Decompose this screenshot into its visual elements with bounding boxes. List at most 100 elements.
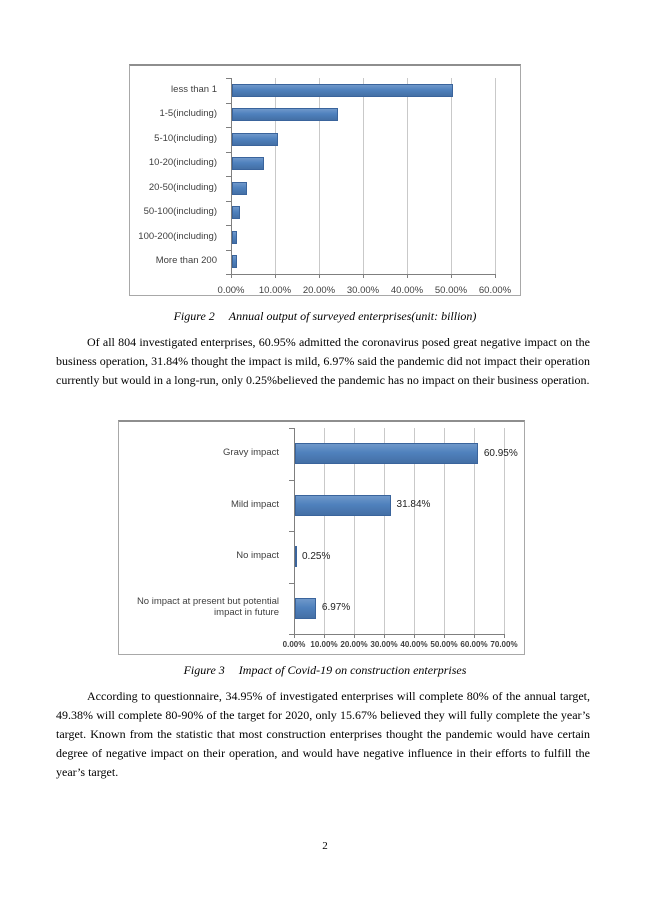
x-axis-tick — [444, 634, 445, 638]
category-axis-tick — [289, 531, 294, 532]
category-axis-tick — [226, 200, 231, 202]
x-axis-tick — [474, 634, 475, 638]
x-axis-tick — [275, 274, 276, 278]
x-axis-tick — [451, 274, 452, 278]
x-axis-tick — [495, 274, 496, 278]
category-axis-tick — [226, 225, 231, 226]
figure3-caption: Figure 3 Impact of Covid-19 on constructi… — [0, 663, 650, 678]
x-axis-tick — [231, 274, 232, 278]
bar — [232, 157, 265, 171]
gridline — [504, 428, 505, 634]
x-tick-label: 70.00% — [490, 640, 518, 649]
category-axis-tick — [226, 249, 231, 251]
x-axis-tick — [354, 634, 355, 638]
x-tick-label: 60.00% — [478, 285, 512, 296]
x-tick-label: 50.00% — [434, 285, 468, 296]
bar — [232, 230, 237, 244]
category-axis-tick — [226, 274, 231, 275]
category-axis-tick — [289, 582, 294, 584]
paragraph-1: Of all 804 investigated enterprises, 60.… — [56, 335, 590, 387]
x-tick-label: 20.00% — [340, 640, 368, 649]
x-tick-label: 0.00% — [282, 640, 306, 649]
x-tick-label: 10.00% — [258, 285, 292, 296]
bar — [295, 494, 391, 516]
bar — [232, 132, 278, 146]
bar-value-label: 0.25% — [302, 550, 331, 562]
gridline — [354, 428, 355, 634]
category-axis-tick — [289, 428, 294, 429]
category-label: less than 1 — [171, 83, 217, 95]
category-label: 5-10(including) — [154, 132, 217, 144]
x-axis-tick — [504, 634, 505, 638]
x-tick-label: 20.00% — [302, 285, 336, 296]
gridline — [451, 78, 452, 274]
x-tick-label: 40.00% — [390, 285, 424, 296]
x-axis-tick — [384, 634, 385, 638]
value-axis-line — [294, 428, 295, 634]
x-axis-tick — [319, 274, 320, 278]
gridline — [363, 78, 364, 274]
category-label: More than 200 — [155, 255, 217, 267]
x-axis-tick — [294, 634, 295, 638]
x-axis-tick — [414, 634, 415, 638]
x-axis-tick — [363, 274, 364, 278]
page-number: 2 — [322, 840, 328, 852]
category-label: 20-50(including) — [148, 181, 217, 193]
category-axis-tick — [226, 127, 231, 128]
x-tick-label: 0.00% — [217, 285, 245, 296]
category-axis-tick — [289, 479, 294, 481]
category-label: 10-20(including) — [148, 157, 217, 169]
category-axis-tick — [226, 176, 231, 177]
bar — [232, 83, 453, 97]
bar — [295, 443, 478, 465]
category-label: 50-100(including) — [143, 206, 217, 218]
category-axis-tick — [226, 102, 231, 104]
figure3-caption-text: Impact of Covid-19 on construction enter… — [238, 663, 467, 677]
x-tick-label: 30.00% — [346, 285, 380, 296]
x-tick-label: 10.00% — [310, 640, 338, 649]
figure2-caption-label: Figure 2 — [173, 309, 215, 323]
bar-value-label: 31.84% — [396, 499, 431, 511]
figure2-bar-chart: less than 1 1-5(including) 5-10(including)… — [129, 64, 521, 296]
bar-value-label: 60.95% — [483, 447, 518, 459]
bar — [232, 181, 247, 195]
category-label: Mild impact — [230, 498, 279, 510]
x-tick-label: 50.00% — [430, 640, 458, 649]
x-tick-label: 40.00% — [400, 640, 428, 649]
x-axis-tick — [407, 274, 408, 278]
category-label: 1-5(including) — [159, 108, 217, 120]
gridline — [474, 428, 475, 634]
bar — [295, 597, 316, 619]
gridline — [444, 428, 445, 634]
category-label: No impact at present but potential impac… — [136, 596, 279, 619]
category-axis-tick — [226, 151, 231, 153]
category-label: Gravy impact — [223, 447, 279, 459]
x-tick-label: 30.00% — [370, 640, 398, 649]
category-axis-line — [294, 634, 504, 635]
category-axis-tick — [289, 634, 294, 635]
gridline — [384, 428, 385, 634]
value-axis-line — [231, 78, 232, 274]
bar — [295, 546, 297, 568]
gridline — [495, 78, 496, 274]
gridline — [414, 428, 415, 634]
category-axis-tick — [226, 78, 231, 79]
x-axis-tick — [324, 634, 325, 638]
category-label: No impact — [236, 550, 279, 562]
gridline — [324, 428, 325, 634]
figure2-caption-text: Annual output of surveyed enterprises(un… — [228, 309, 477, 323]
bar — [232, 255, 237, 269]
x-tick-label: 60.00% — [460, 640, 488, 649]
bar — [232, 108, 339, 122]
gridline — [275, 78, 276, 274]
category-label: 100-200(including) — [138, 230, 217, 242]
gridline — [407, 78, 408, 274]
gridline — [319, 78, 320, 274]
figure3-bar-chart: Gravy impact 60.95% Mild impact 31.84% No im… — [118, 420, 525, 655]
figure2-caption: Figure 2 Annual output of surveyed enterp… — [0, 309, 650, 324]
bar-value-label: 6.97% — [321, 602, 351, 614]
bar — [232, 206, 240, 220]
paragraph-2: According to questionnaire, 34.95% of in… — [56, 689, 590, 779]
figure3-caption-label: Figure 3 — [183, 663, 225, 677]
